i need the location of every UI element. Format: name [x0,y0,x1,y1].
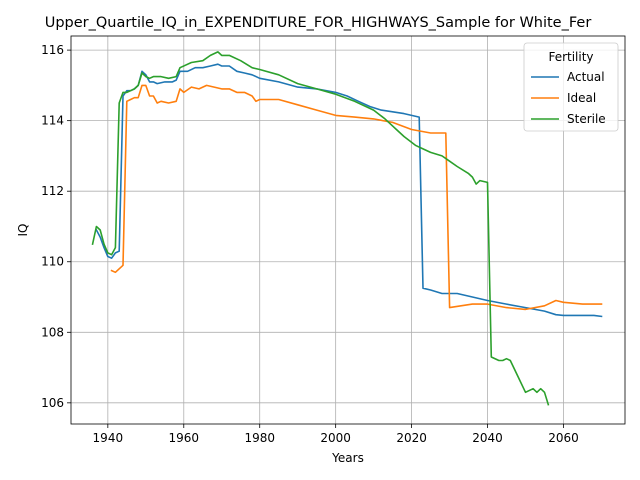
y-tick-label: 110 [41,255,64,269]
y-tick-label: 112 [41,184,64,198]
axis-ticks: 1940 1960 1980 2000 2020 2040 2060 106 108 110 112… [41,43,579,445]
legend-box [523,42,619,132]
chart-title: Upper_Quartile_IQ_in_EXPENDITURE_FOR_HIG… [45,15,592,31]
legend-label-sterile: Sterile [567,112,606,126]
legend-items: Actual Ideal Sterile [531,70,606,126]
x-tick-label: 1960 [169,431,200,445]
x-tick-label: 2000 [320,431,351,445]
series-line-ideal [110,84,603,311]
x-tick-label: 2060 [548,431,579,445]
y-tick-label: 114 [41,114,64,128]
x-axis-label: Years [331,451,364,465]
series-lines [91,51,603,406]
legend: Fertility Actual Ideal Sterile [523,42,619,132]
x-tick-label: 1980 [244,431,275,445]
legend-label-actual: Actual [567,70,605,84]
y-axis-label: IQ [16,224,30,237]
plot-area-frame [70,35,626,425]
y-tick-label: 116 [41,43,64,57]
x-tick-label: 2020 [396,431,427,445]
x-tick-label: 1940 [93,431,124,445]
series-line-sterile [91,51,550,406]
x-tick-label: 2040 [472,431,503,445]
y-tick-label: 108 [41,325,64,339]
y-tick-label: 106 [41,396,64,410]
legend-title: Fertility [548,50,593,64]
legend-label-ideal: Ideal [567,91,596,105]
